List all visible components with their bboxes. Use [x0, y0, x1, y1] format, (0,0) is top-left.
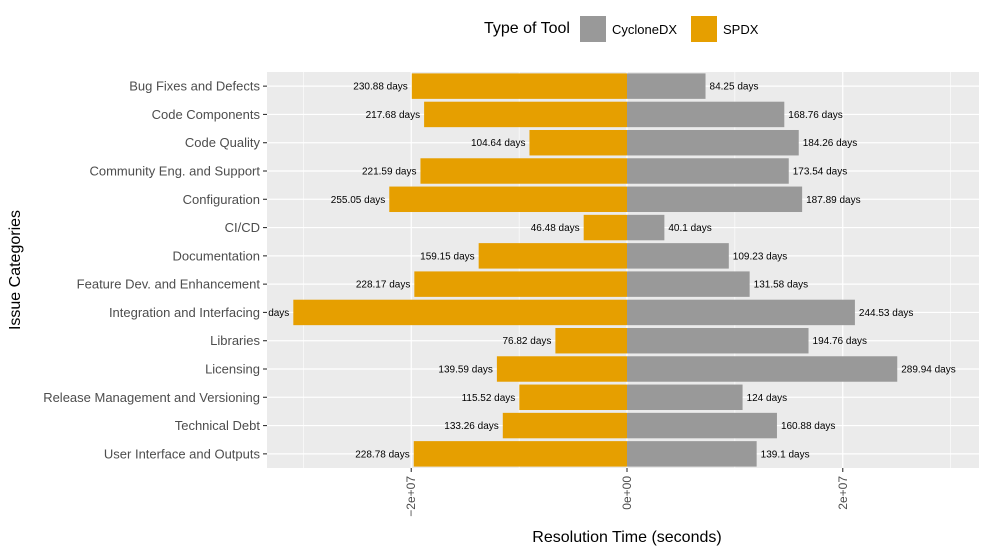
data-label-spdx: 221.59 days [362, 167, 417, 178]
bar-cyclonedx [627, 356, 898, 382]
bar-cyclonedx [627, 412, 777, 439]
bar-spdx [420, 158, 627, 184]
bar-cyclonedx [627, 101, 785, 128]
data-label-spdx: 255.05 days [331, 195, 386, 206]
legend: Type of Tool CycloneDX SPDX [484, 14, 772, 44]
bar-cyclonedx [627, 327, 809, 354]
y-axis: Bug Fixes and Defects Code Components Code… [43, 79, 267, 461]
bar-cyclonedx [627, 299, 855, 326]
data-label-cyclonedx: 244.53 days [859, 308, 914, 319]
data-label-spdx: 217.68 days [366, 110, 421, 121]
data-label-cyclonedx: 194.76 days [813, 336, 868, 347]
bar-spdx [389, 186, 627, 213]
data-label-spdx: 139.59 days [438, 365, 493, 376]
y-tick-label: Licensing [205, 362, 260, 377]
data-label-spdx: 104.64 days [471, 138, 526, 149]
y-tick-label: Code Quality [185, 135, 261, 150]
data-label-spdx: 133.26 days [444, 421, 499, 432]
y-tick-label: Libraries [210, 333, 260, 348]
data-label-cyclonedx: 40.1 days [668, 223, 711, 234]
y-tick-label: Release Management and Versioning [43, 390, 260, 405]
bar-spdx [496, 356, 627, 382]
data-label-cyclonedx: 124 days [747, 393, 788, 404]
y-tick-label: User Interface and Outputs [104, 446, 261, 461]
data-label-spdx: 159.15 days [420, 251, 475, 262]
y-tick-label: Code Components [152, 107, 261, 122]
bar-cyclonedx [627, 271, 750, 297]
y-tick-label: Technical Debt [175, 418, 261, 433]
legend-swatch-spdx [691, 16, 718, 42]
data-label-spdx: 228.78 days [355, 449, 410, 460]
data-label-spdx: 115.52 days [462, 393, 516, 404]
y-tick-label: Bug Fixes and Defects [129, 79, 260, 94]
data-label-cyclonedx: 187.89 days [806, 195, 861, 206]
bar-spdx [519, 384, 627, 411]
data-label-cyclonedx: 131.58 days [754, 280, 809, 291]
data-label-spdx: 228.17 days [356, 280, 411, 291]
data-label-spdx: days [268, 308, 289, 319]
bar-spdx [293, 299, 627, 326]
x-axis-title: Resolution Time (seconds) [532, 529, 721, 546]
bar-cyclonedx [627, 243, 729, 269]
x-tick-label: −2e+07 [404, 476, 418, 517]
bar-cyclonedx [627, 73, 706, 99]
data-label-cyclonedx: 168.76 days [788, 110, 843, 121]
bar-cyclonedx [627, 441, 757, 467]
legend-label-spdx: SPDX [723, 21, 759, 37]
x-tick-label: 2e+07 [836, 476, 850, 510]
legend-title: Type of Tool [484, 20, 570, 37]
bar-spdx [413, 441, 627, 467]
data-label-cyclonedx: 173.54 days [793, 167, 848, 178]
data-label-spdx: 230.88 days [353, 82, 408, 93]
bar-spdx [502, 412, 627, 439]
bars [293, 73, 898, 467]
y-tick-label: Feature Dev. and Enhancement [77, 277, 261, 292]
x-axis: −2e+07 0e+00 2e+07 [404, 468, 850, 517]
data-label-spdx: 46.48 days [531, 223, 580, 234]
x-tick-label: 0e+00 [620, 476, 634, 510]
y-tick-label: Configuration [183, 192, 260, 207]
bar-spdx [424, 101, 627, 128]
bar-spdx [583, 214, 627, 241]
y-tick-label: Documentation [173, 248, 260, 263]
y-axis-title: Issue Categories [7, 210, 24, 330]
bar-spdx [555, 327, 627, 354]
bar-cyclonedx [627, 214, 665, 241]
data-label-cyclonedx: 289.94 days [901, 365, 956, 376]
data-label-cyclonedx: 139.1 days [761, 449, 810, 460]
bar-spdx [411, 73, 627, 99]
bar-spdx [414, 271, 627, 297]
data-label-cyclonedx: 184.26 days [803, 138, 858, 149]
bar-spdx [478, 243, 627, 269]
bar-cyclonedx [627, 158, 789, 184]
data-label-cyclonedx: 109.23 days [733, 251, 788, 262]
bar-cyclonedx [627, 384, 743, 411]
y-tick-label: Community Eng. and Support [89, 164, 260, 179]
y-tick-label: Integration and Interfacing [109, 305, 260, 320]
bar-cyclonedx [627, 186, 803, 213]
y-tick-label: CI/CD [225, 220, 260, 235]
data-label-cyclonedx: 160.88 days [781, 421, 836, 432]
bar-spdx [529, 129, 627, 156]
bar-cyclonedx [627, 129, 799, 156]
bar-labels: 84.25 days 168.76 days 184.26 days 173.54 d… [268, 82, 956, 461]
legend-label-cyclonedx: CycloneDX [611, 21, 678, 37]
data-label-cyclonedx: 84.25 days [710, 82, 759, 93]
legend-swatch-cyclonedx [579, 16, 606, 42]
data-label-spdx: 76.82 days [502, 336, 551, 347]
